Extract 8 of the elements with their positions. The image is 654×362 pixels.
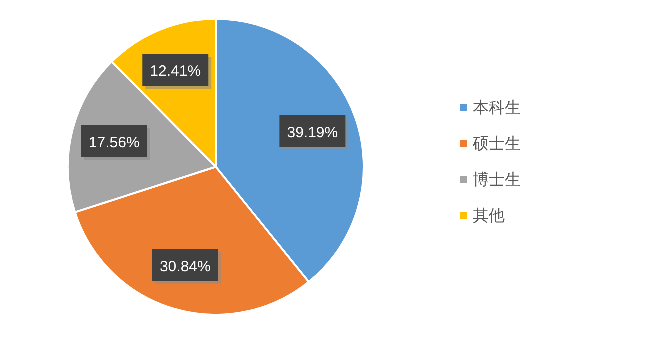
- data-label: 12.41%: [150, 63, 202, 80]
- data-label: 17.56%: [88, 134, 140, 152]
- legend-label: 其他: [473, 206, 505, 225]
- legend-label: 硕士生: [472, 134, 521, 153]
- legend-label: 博士生: [473, 170, 521, 189]
- data-label: 30.84%: [160, 258, 211, 276]
- data-label: 39.19%: [287, 124, 338, 142]
- legend-label: 本科生: [473, 98, 521, 117]
